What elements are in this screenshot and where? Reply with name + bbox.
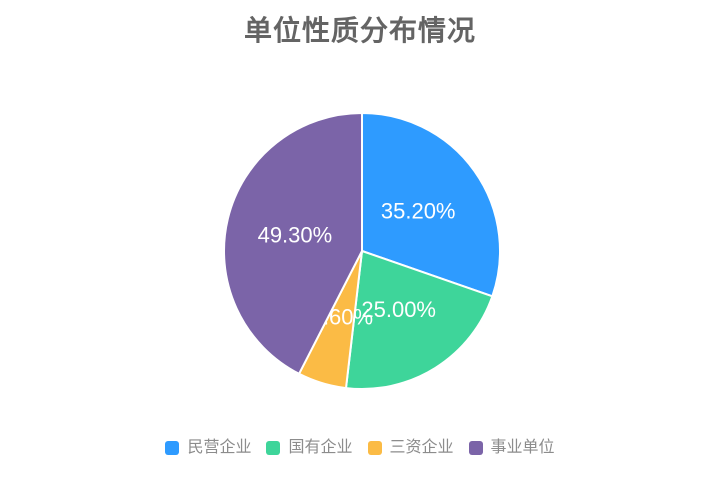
legend-label: 民营企业	[187, 439, 252, 456]
slice-percentage-label: 35.20%	[381, 199, 456, 224]
pie-slice-private-enterprise[interactable]	[361, 112, 501, 298]
legend-item-foreign-funded-enterprise[interactable]: 三资企业	[367, 439, 454, 456]
legend-item-state-owned-enterprise[interactable]: 国有企业	[266, 439, 353, 456]
legend: 民营企业 国有企业 三资企业 事业单位	[0, 440, 720, 456]
pie-slice-public-institution[interactable]	[223, 112, 363, 375]
legend-swatch-icon	[165, 441, 180, 455]
legend-item-private-enterprise[interactable]: 民营企业	[165, 440, 251, 456]
chart-title: 单位性质分布情况	[243, 15, 476, 46]
legend-swatch-icon	[266, 441, 281, 455]
slice-percentage-label: 25.00%	[361, 297, 436, 322]
legend-swatch-icon	[468, 441, 483, 455]
legend-swatch-icon	[367, 441, 382, 455]
pie-slice-state-owned-enterprise[interactable]	[344, 250, 494, 390]
slice-percentage-label: 49.30%	[258, 222, 333, 247]
legend-label: 国有企业	[288, 439, 353, 456]
legend-item-public-institution[interactable]: 事业单位	[468, 439, 555, 456]
legend-label: 事业单位	[490, 439, 555, 456]
legend-label: 三资企业	[389, 439, 454, 456]
